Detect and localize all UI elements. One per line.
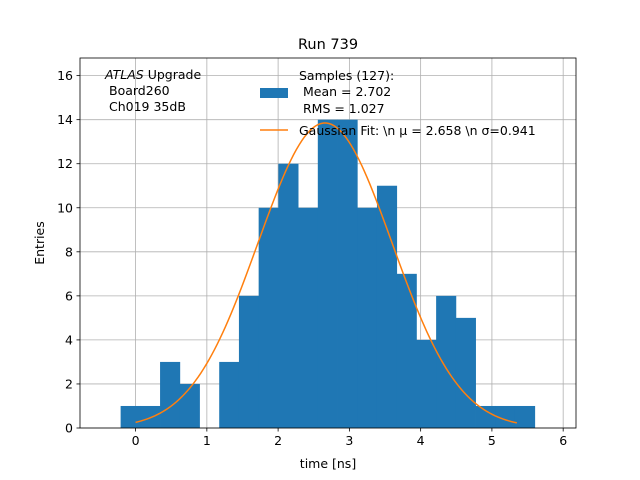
histogram-bar — [219, 361, 240, 428]
gaussian-fit-curve — [135, 122, 518, 424]
histogram-bars — [120, 119, 536, 429]
histogram-bar — [495, 405, 516, 428]
histogram-bar — [160, 361, 181, 428]
y-tick-label: 6 — [65, 288, 73, 303]
histogram-bar — [396, 273, 417, 428]
plot-frame — [79, 57, 577, 429]
legend-bar-label-line1: Samples (127): — [299, 68, 394, 83]
legend-bar-label-line3: RMS = 1.027 — [299, 101, 385, 116]
histogram-bar — [436, 295, 457, 428]
histogram-bar — [317, 119, 338, 429]
atlas-annotation: ATLAS Upgrade Board260 Ch019 35dB — [104, 67, 201, 114]
x-tick-label: 6 — [559, 433, 567, 448]
legend: Samples (127): Mean = 2.702 RMS = 1.027 … — [260, 68, 536, 138]
legend-fit-label: Gaussian Fit: \n μ = 2.658 \n σ=0.941 — [299, 123, 536, 138]
histogram-bar — [514, 405, 536, 428]
x-tick-label: 4 — [417, 433, 425, 448]
annotation-upgrade: Upgrade — [144, 67, 202, 82]
histogram-bar — [238, 295, 260, 428]
histogram-bar — [376, 185, 398, 428]
histogram-bar — [179, 383, 200, 428]
histogram-bar — [298, 207, 319, 428]
annotation-board: Board260 — [109, 83, 170, 98]
x-tick-label: 1 — [203, 433, 211, 448]
y-axis-ticks: 0 2 4 6 8 10 12 14 16 — [57, 68, 80, 436]
histogram-bar — [455, 317, 476, 428]
histogram-bar — [337, 119, 358, 429]
x-tick-label: 5 — [488, 433, 496, 448]
y-tick-label: 14 — [57, 112, 73, 127]
histogram-bar — [475, 405, 496, 428]
y-tick-label: 12 — [57, 156, 73, 171]
histogram-bar — [357, 207, 378, 428]
y-tick-label: 10 — [57, 200, 73, 215]
annotation-channel: Ch019 35dB — [109, 99, 186, 114]
chart-title: Run 739 — [298, 37, 358, 53]
histogram-bar — [278, 163, 299, 428]
y-tick-label: 8 — [65, 244, 73, 259]
histogram-bar — [258, 207, 279, 428]
histogram-bar — [120, 405, 141, 428]
y-axis-label: Entries — [32, 221, 47, 265]
x-axis-ticks: 0 1 2 3 4 5 6 — [132, 428, 567, 448]
svg-text:ATLAS Upgrade: ATLAS Upgrade — [104, 67, 201, 82]
y-tick-label: 16 — [57, 68, 73, 83]
legend-bar-label-line2: Mean = 2.702 — [299, 84, 391, 99]
y-tick-label: 2 — [65, 376, 73, 391]
x-tick-label: 3 — [345, 433, 353, 448]
y-tick-label: 0 — [65, 421, 73, 436]
x-tick-label: 0 — [132, 433, 140, 448]
x-tick-label: 2 — [274, 433, 282, 448]
histogram-bar — [416, 339, 437, 428]
annotation-atlas-italic: ATLAS — [104, 67, 144, 82]
x-axis-label: time [ns] — [300, 456, 356, 471]
y-tick-label: 4 — [65, 332, 73, 347]
legend-bar-swatch — [260, 88, 288, 98]
